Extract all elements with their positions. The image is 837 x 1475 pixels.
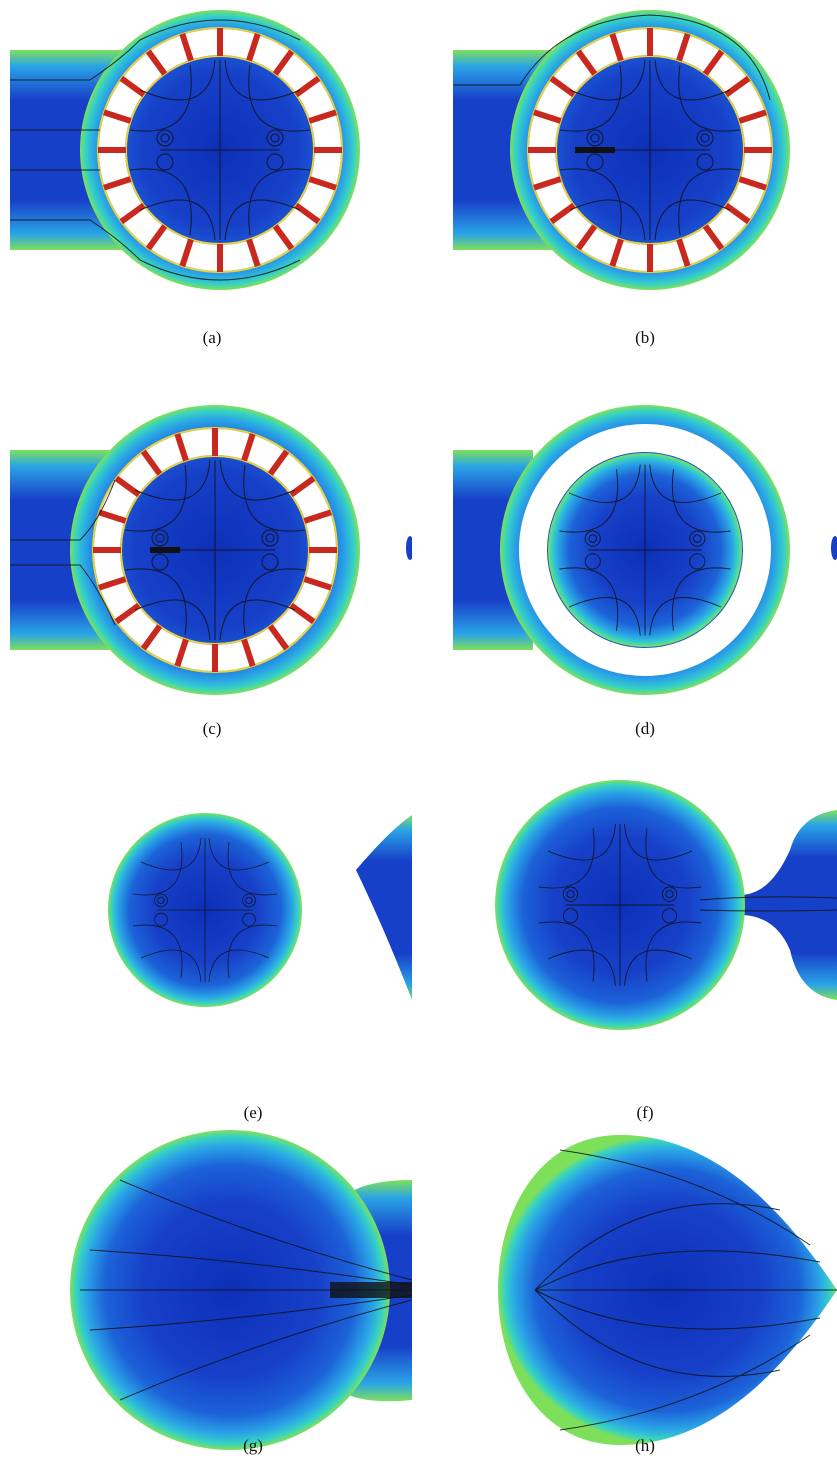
panel-label: (a)	[203, 328, 222, 347]
panel-d-image	[453, 405, 837, 695]
panel-c-image	[10, 405, 414, 695]
panel-label: (g)	[243, 1436, 263, 1455]
panel-label: (f)	[637, 1103, 654, 1122]
panel-label: (b)	[635, 328, 655, 347]
panel-h-image	[498, 1135, 837, 1445]
panel-e-image	[108, 813, 412, 1007]
panel-label: (e)	[244, 1103, 263, 1122]
panel-f-image	[495, 780, 837, 1030]
panel-g-image	[70, 1130, 412, 1450]
panel-a-image	[10, 10, 360, 290]
panel-label: (h)	[635, 1436, 655, 1455]
figure: (a) (b) (c) (d) (e) (f) (g) (h)	[0, 0, 837, 1475]
panel-b-image	[453, 10, 790, 290]
panel-label: (c)	[203, 719, 222, 738]
panel-label: (d)	[635, 719, 655, 738]
